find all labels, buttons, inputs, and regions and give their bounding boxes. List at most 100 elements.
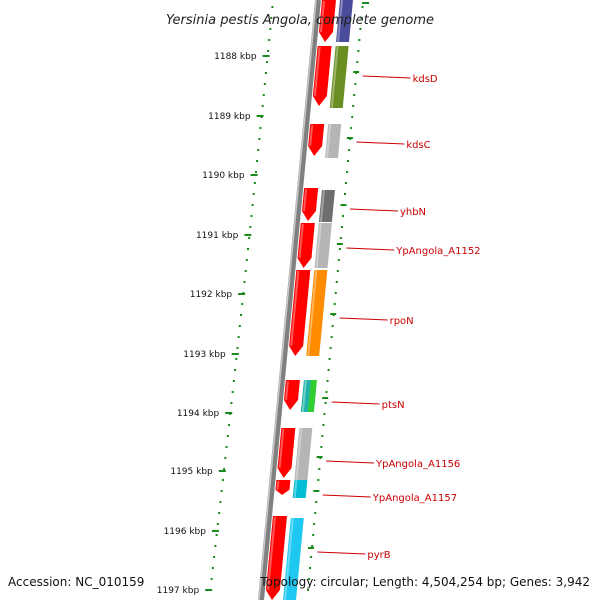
- gene-label-yhbn: yhbN: [400, 207, 426, 218]
- gene-label-line: [346, 247, 395, 251]
- gene-label-kdsc: kdsC: [406, 140, 430, 151]
- ruler-dot: [238, 325, 241, 327]
- gene-box-ypangola_a1156-shade: [295, 427, 303, 481]
- gene-box-partial: [336, 0, 353, 42]
- gene-label-line: [356, 141, 405, 145]
- gene-box-ptsn-stripe: [307, 380, 317, 412]
- ruler-dot: [221, 479, 224, 481]
- gene-label-ptsn: ptsN: [382, 400, 405, 411]
- outer-dot: [308, 578, 311, 580]
- gene-label-pyrb: pyrB: [367, 550, 390, 561]
- outer-dot: [313, 523, 316, 525]
- ruler-dot: [237, 336, 240, 338]
- tick-label: 1195 kbp: [170, 467, 213, 477]
- ruler-dot: [243, 281, 246, 283]
- outer-dot: [318, 468, 321, 470]
- ruler-dot: [258, 138, 261, 140]
- gene-label-ypangola_a1157: YpAngola_A1157: [372, 493, 457, 504]
- outer-dot: [322, 424, 325, 426]
- gene-label-rpon: rpoN: [390, 316, 414, 327]
- ruler-dot: [254, 171, 257, 173]
- outer-dot: [357, 50, 360, 52]
- outer-dot: [321, 435, 324, 437]
- cds-arrow-shade: [302, 188, 308, 212]
- ruler-dot: [271, 6, 274, 8]
- gene-labels: kdsD kdsC yhbN YpAngola_A1152 rpoN ptsN YpAngo…: [307, 2, 481, 561]
- gene-label-line: [339, 317, 388, 321]
- ruler-dot: [230, 402, 233, 404]
- ruler-dot: [210, 578, 213, 580]
- ruler-dot: [253, 182, 256, 184]
- cds-arrow-shade: [313, 46, 321, 97]
- gene-label-line: [331, 401, 380, 405]
- ruler-dot: [267, 50, 270, 52]
- outer-dot: [312, 534, 315, 536]
- ruler-dot: [219, 501, 222, 503]
- gene-box-yhbn: [318, 190, 335, 222]
- ruler-dot: [236, 347, 239, 349]
- ruler-dot: [257, 149, 260, 151]
- outer-dot: [351, 116, 354, 118]
- outer-dot: [359, 28, 362, 30]
- cds-arrow-shade: [276, 480, 280, 490]
- ruler-dot: [211, 567, 214, 569]
- outer-dot: [347, 160, 350, 162]
- outer-dot: [335, 281, 338, 283]
- ruler-dot: [215, 534, 218, 536]
- cds-arrow-shade: [285, 380, 289, 401]
- cds-arrow: [275, 480, 291, 495]
- ruler-dot: [234, 369, 237, 371]
- cds-arrow: [289, 270, 311, 356]
- tick-label: 1197 kbp: [157, 586, 200, 596]
- ruler-dot: [261, 105, 264, 107]
- outer-dot: [339, 237, 342, 239]
- gene-label-ypangola_a1152: YpAngola_A1152: [395, 246, 480, 257]
- gene-box-partial-shade: [337, 0, 343, 43]
- tick-label: 1194 kbp: [177, 409, 220, 419]
- outer-dot: [323, 413, 326, 415]
- cds-arrow-shade: [278, 428, 285, 469]
- gene-label-line: [317, 551, 366, 555]
- ruler-dot: [213, 556, 216, 558]
- gene-box-ypangola_a1152-shade: [315, 222, 322, 269]
- gene-box-ypangola_a1157: [292, 480, 308, 498]
- outer-dot: [352, 105, 355, 107]
- outer-dot: [314, 512, 317, 514]
- tick-label: 1196 kbp: [164, 527, 207, 537]
- ruler-dot: [240, 314, 243, 316]
- gene-track: [283, 0, 353, 600]
- gene-box-ptsn-shade: [301, 379, 307, 413]
- ruler-dot: [224, 457, 227, 459]
- outer-dot: [333, 303, 336, 305]
- outer-dot: [350, 127, 353, 129]
- outer-dot: [334, 292, 337, 294]
- ruler-dot: [264, 72, 267, 74]
- ruler-dot: [223, 468, 226, 470]
- ruler-dot: [214, 545, 217, 547]
- cds-arrow-shade: [309, 124, 314, 147]
- outer-dot: [343, 193, 346, 195]
- tick-label: 1192 kbp: [190, 290, 233, 300]
- ruler-dot: [235, 358, 238, 360]
- ruler-dot: [225, 446, 228, 448]
- outer-dot: [361, 6, 364, 8]
- cds-arrow-shade: [290, 270, 300, 347]
- outer-dot: [320, 446, 323, 448]
- outer-dot: [354, 83, 357, 85]
- ruler-dot: [232, 380, 235, 382]
- cds-arrow: [308, 124, 325, 156]
- outer-dot: [311, 545, 314, 547]
- cds-arrow: [312, 46, 332, 106]
- outer-dot: [340, 226, 343, 228]
- outer-dot: [360, 17, 363, 19]
- ruler-dot: [231, 391, 234, 393]
- outer-dot: [327, 369, 330, 371]
- cds-arrow-shade: [298, 223, 304, 259]
- ruler-dot: [270, 17, 273, 19]
- ruler-dot: [251, 204, 254, 206]
- ruler-dot: [228, 424, 231, 426]
- gene-box-ypangola_a1157-shade: [293, 479, 298, 499]
- tick-label: 1189 kbp: [208, 112, 251, 122]
- cds-arrow: [284, 380, 300, 410]
